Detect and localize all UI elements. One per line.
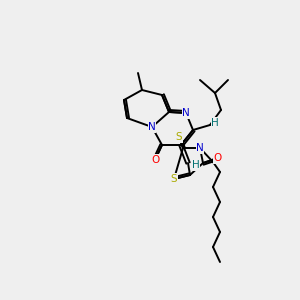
Text: S: S [176,132,182,142]
Text: S: S [171,174,177,184]
Text: N: N [148,122,156,132]
Text: H: H [211,118,219,128]
Text: O: O [214,153,222,163]
Text: N: N [196,143,204,153]
Text: N: N [182,108,190,118]
Text: H: H [192,160,200,170]
Text: O: O [151,155,159,165]
